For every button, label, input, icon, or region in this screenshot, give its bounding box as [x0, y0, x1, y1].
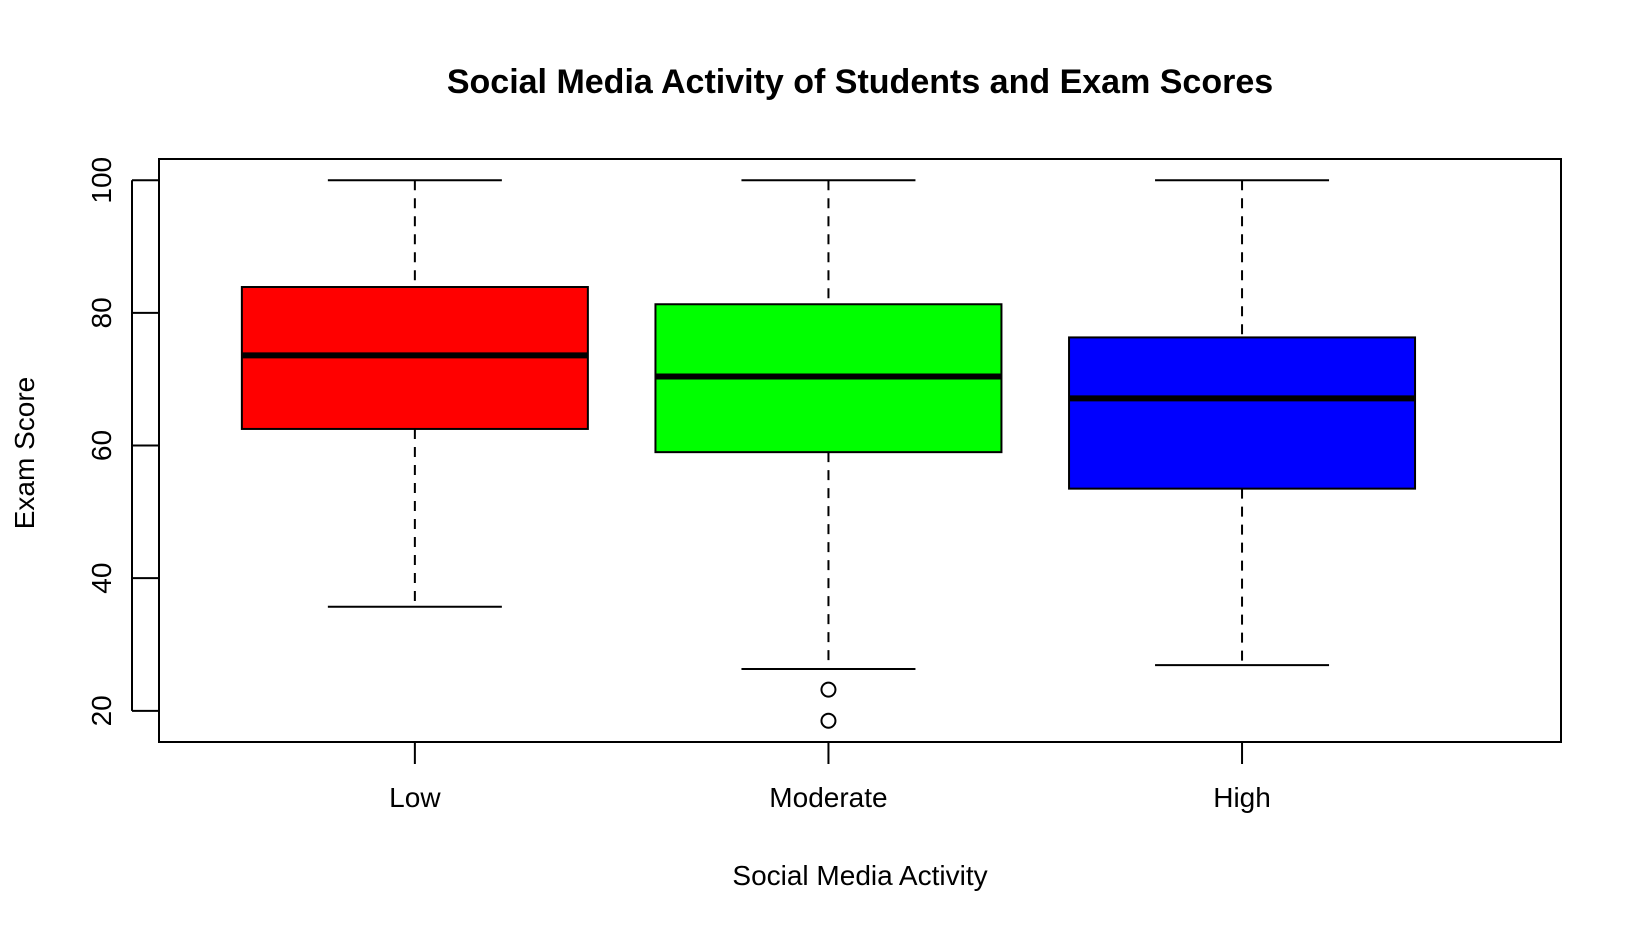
- chart-title: Social Media Activity of Students and Ex…: [447, 63, 1273, 101]
- y-axis-label: Exam Score: [9, 377, 40, 530]
- outlier-point: [820, 681, 837, 698]
- box-high: [1068, 336, 1417, 490]
- x-tick-label: High: [1213, 782, 1271, 813]
- x-tick-label: Low: [389, 782, 441, 813]
- y-tick-label: 80: [86, 297, 117, 328]
- x-tick-label: Moderate: [769, 782, 887, 813]
- y-tick-label: 20: [86, 695, 117, 726]
- plot-frame: [158, 158, 1562, 743]
- plot-area: 20 40 60 80 100 Low Moderate High: [86, 157, 1562, 813]
- y-tick-label: 100: [86, 157, 117, 204]
- y-tick-label: 60: [86, 430, 117, 461]
- x-axis-label: Social Media Activity: [732, 860, 987, 891]
- outlier-point: [820, 712, 837, 729]
- y-tick-label: 40: [86, 563, 117, 594]
